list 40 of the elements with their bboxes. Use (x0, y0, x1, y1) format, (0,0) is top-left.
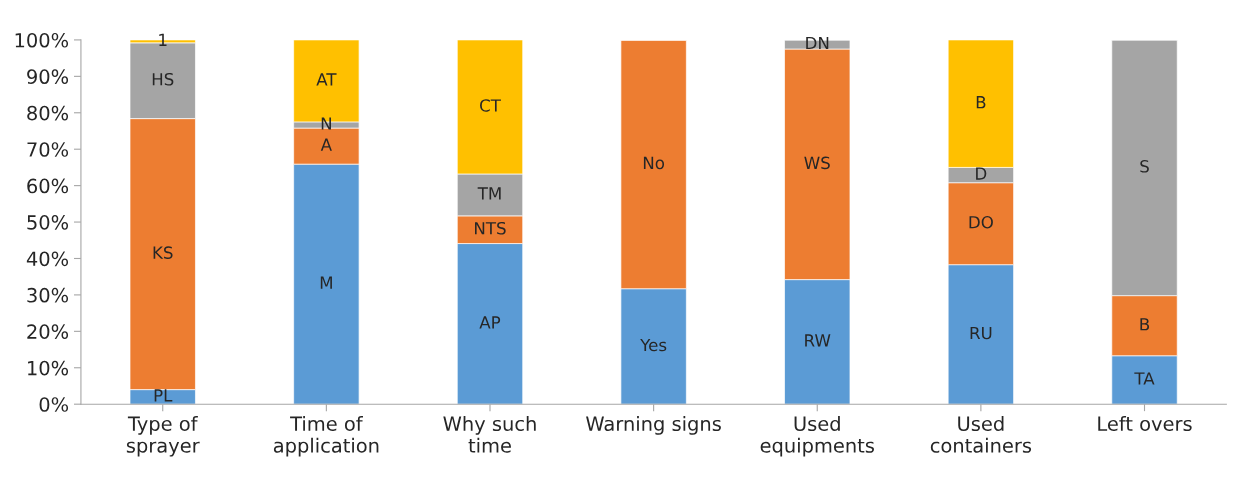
y-tick-label: 20% (27, 324, 69, 339)
data-label: TM (477, 187, 501, 200)
data-label: B (1140, 318, 1150, 331)
data-label: A (320, 138, 332, 151)
x-tick-label: Used equipments (760, 416, 874, 457)
y-tick-label: 60% (27, 178, 69, 194)
data-label: S (1140, 160, 1149, 173)
y-tick-label: 50% (27, 215, 69, 230)
x-tick-label: Time of application (273, 416, 379, 457)
data-label: AT (316, 73, 337, 86)
data-label: DN (806, 36, 829, 50)
x-tick-label: Type of sprayer (126, 416, 200, 457)
data-label: B (976, 96, 986, 109)
y-tick-label: 90% (27, 69, 69, 85)
data-label: KS (153, 246, 173, 259)
data-label: RU (970, 326, 992, 340)
y-tick-label: 100% (15, 32, 69, 48)
data-label: NTS (475, 221, 506, 235)
data-label: TA (1134, 372, 1155, 385)
data-label: No (643, 156, 665, 170)
data-label: CT (480, 99, 501, 112)
y-tick-label: 40% (26, 251, 69, 267)
data-label: AP (479, 316, 501, 329)
data-label: Yes (640, 338, 667, 352)
x-tick-label: Left overs (1098, 416, 1192, 432)
data-label: RW (805, 334, 831, 347)
data-label: HS (152, 72, 174, 86)
y-tick-label: 0% (39, 397, 69, 412)
y-tick-label: 10% (28, 360, 69, 376)
data-label: M (320, 276, 332, 289)
data-label: WS (804, 156, 830, 170)
y-tick-label: 80% (27, 105, 69, 121)
y-tick-label: 70% (27, 142, 69, 157)
data-label: D (976, 167, 987, 180)
data-label: PL (154, 389, 173, 402)
x-tick-label: Warning signs (586, 416, 721, 435)
x-tick-label: Why such time (443, 416, 536, 453)
data-label: DO (969, 215, 993, 229)
x-tick-label: Used containers (930, 416, 1032, 453)
y-tick-label: 30% (27, 287, 69, 303)
